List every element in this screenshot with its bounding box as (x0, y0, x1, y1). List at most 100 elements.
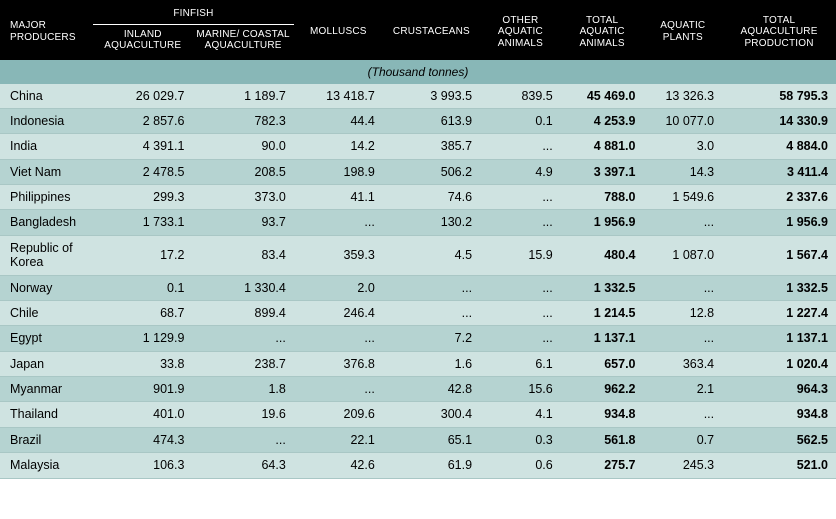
cell-total_animals: 1 332.5 (561, 275, 644, 300)
col-header-producers: MAJOR PRODUCERS (0, 0, 93, 60)
col-header-inland: INLAND AQUACULTURE (93, 24, 192, 60)
cell-molluscs: ... (294, 377, 383, 402)
col-header-total-production: TOTAL AQUACULTURE PRODUCTION (722, 0, 836, 60)
cell-crustaceans: 61.9 (383, 453, 480, 478)
cell-molluscs: 2.0 (294, 275, 383, 300)
cell-other_animals: 6.1 (480, 351, 561, 376)
unit-label: (Thousand tonnes) (0, 60, 836, 84)
cell-other_animals: ... (480, 134, 561, 159)
cell-other_animals: 839.5 (480, 84, 561, 109)
table-row: Norway0.11 330.42.0......1 332.5...1 332… (0, 275, 836, 300)
cell-total_animals: 480.4 (561, 235, 644, 275)
cell-total_animals: 1 214.5 (561, 300, 644, 325)
cell-molluscs: 198.9 (294, 159, 383, 184)
cell-total_production: 4 884.0 (722, 134, 836, 159)
cell-aquatic_plants: ... (644, 210, 723, 235)
cell-molluscs: 22.1 (294, 427, 383, 452)
cell-total_production: 964.3 (722, 377, 836, 402)
cell-producer-name: Thailand (0, 402, 93, 427)
cell-marine: 899.4 (192, 300, 293, 325)
cell-marine: 64.3 (192, 453, 293, 478)
table-row: Indonesia2 857.6782.344.4613.90.14 253.9… (0, 108, 836, 133)
cell-total_production: 1 956.9 (722, 210, 836, 235)
table-row: Myanmar901.91.8...42.815.6962.22.1964.3 (0, 377, 836, 402)
cell-molluscs: 376.8 (294, 351, 383, 376)
cell-other_animals: ... (480, 185, 561, 210)
cell-crustaceans: 65.1 (383, 427, 480, 452)
cell-molluscs: 13 418.7 (294, 84, 383, 109)
cell-total_production: 14 330.9 (722, 108, 836, 133)
cell-other_animals: 15.9 (480, 235, 561, 275)
cell-inland: 0.1 (93, 275, 192, 300)
cell-aquatic_plants: 14.3 (644, 159, 723, 184)
cell-marine: 208.5 (192, 159, 293, 184)
cell-crustaceans: 74.6 (383, 185, 480, 210)
cell-total_production: 1 137.1 (722, 326, 836, 351)
cell-marine: 1 330.4 (192, 275, 293, 300)
cell-molluscs: 41.1 (294, 185, 383, 210)
unit-row: (Thousand tonnes) (0, 60, 836, 84)
cell-other_animals: 0.6 (480, 453, 561, 478)
cell-other_animals: 4.9 (480, 159, 561, 184)
cell-other_animals: ... (480, 275, 561, 300)
col-header-marine: MARINE/ COASTAL AQUACULTURE (192, 24, 293, 60)
cell-total_production: 1 332.5 (722, 275, 836, 300)
table-row: Philippines299.3373.041.174.6...788.01 5… (0, 185, 836, 210)
cell-marine: 83.4 (192, 235, 293, 275)
table-row: Viet Nam2 478.5208.5198.9506.24.93 397.1… (0, 159, 836, 184)
cell-marine: 1.8 (192, 377, 293, 402)
cell-inland: 1 129.9 (93, 326, 192, 351)
cell-total_animals: 45 469.0 (561, 84, 644, 109)
table-row: Japan33.8238.7376.81.66.1657.0363.41 020… (0, 351, 836, 376)
cell-producer-name: Philippines (0, 185, 93, 210)
table-row: Chile68.7899.4246.4......1 214.512.81 22… (0, 300, 836, 325)
cell-total_animals: 788.0 (561, 185, 644, 210)
cell-aquatic_plants: 2.1 (644, 377, 723, 402)
cell-marine: 90.0 (192, 134, 293, 159)
cell-inland: 2 478.5 (93, 159, 192, 184)
cell-aquatic_plants: 3.0 (644, 134, 723, 159)
table-row: Malaysia106.364.342.661.90.6275.7245.352… (0, 453, 836, 478)
cell-total_animals: 4 253.9 (561, 108, 644, 133)
table-row: Egypt1 129.9......7.2...1 137.1...1 137.… (0, 326, 836, 351)
cell-total_animals: 962.2 (561, 377, 644, 402)
cell-aquatic_plants: ... (644, 326, 723, 351)
cell-total_animals: 657.0 (561, 351, 644, 376)
col-header-aquatic-plants: AQUATIC PLANTS (644, 0, 723, 60)
cell-marine: 373.0 (192, 185, 293, 210)
cell-producer-name: Malaysia (0, 453, 93, 478)
cell-producer-name: Bangladesh (0, 210, 93, 235)
cell-molluscs: 359.3 (294, 235, 383, 275)
cell-other_animals: 15.6 (480, 377, 561, 402)
table-row: India4 391.190.014.2385.7...4 881.03.04 … (0, 134, 836, 159)
table-body: China26 029.71 189.713 418.73 993.5839.5… (0, 84, 836, 479)
cell-producer-name: Egypt (0, 326, 93, 351)
cell-marine: 238.7 (192, 351, 293, 376)
cell-crustaceans: ... (383, 275, 480, 300)
cell-total_production: 1 020.4 (722, 351, 836, 376)
cell-crustaceans: 3 993.5 (383, 84, 480, 109)
col-header-molluscs: MOLLUSCS (294, 0, 383, 60)
cell-producer-name: Indonesia (0, 108, 93, 133)
cell-other_animals: 0.1 (480, 108, 561, 133)
cell-aquatic_plants: 245.3 (644, 453, 723, 478)
cell-crustaceans: 613.9 (383, 108, 480, 133)
cell-total_production: 934.8 (722, 402, 836, 427)
cell-aquatic_plants: 0.7 (644, 427, 723, 452)
cell-producer-name: Brazil (0, 427, 93, 452)
cell-producer-name: Viet Nam (0, 159, 93, 184)
cell-molluscs: 14.2 (294, 134, 383, 159)
cell-other_animals: ... (480, 210, 561, 235)
cell-inland: 1 733.1 (93, 210, 192, 235)
table-row: Thailand401.019.6209.6300.44.1934.8...93… (0, 402, 836, 427)
cell-total_animals: 1 137.1 (561, 326, 644, 351)
cell-inland: 17.2 (93, 235, 192, 275)
cell-inland: 106.3 (93, 453, 192, 478)
col-header-crustaceans: CRUSTACEANS (383, 0, 480, 60)
cell-inland: 68.7 (93, 300, 192, 325)
cell-marine: 1 189.7 (192, 84, 293, 109)
cell-aquatic_plants: ... (644, 402, 723, 427)
cell-total_production: 58 795.3 (722, 84, 836, 109)
cell-inland: 33.8 (93, 351, 192, 376)
cell-crustaceans: 506.2 (383, 159, 480, 184)
